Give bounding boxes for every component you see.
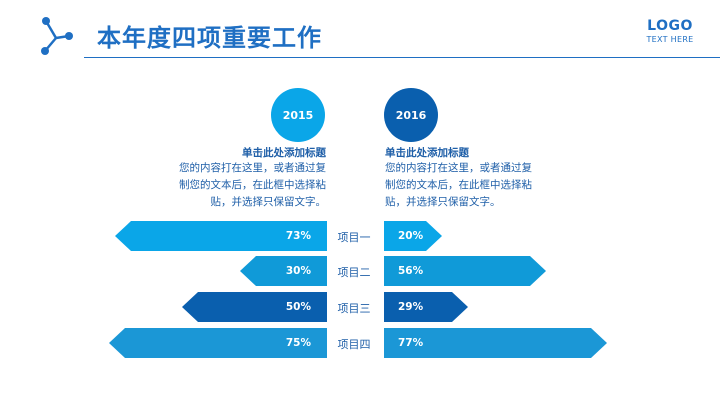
bar-value: 73% <box>285 230 311 242</box>
bar-right-row-3: 29% <box>384 292 468 322</box>
description-line: 制您的文本后，在此框中选择粘 <box>385 179 532 191</box>
bar-value: 30% <box>285 265 311 277</box>
bar-left-row-2: 30% <box>240 256 327 286</box>
bar-left-row-1: 73% <box>115 221 327 251</box>
description-line: 您的内容打在这里，或者通过复 <box>179 162 326 174</box>
year-label-2016: 2016 <box>395 108 427 122</box>
description-2015: 单击此处添加标题 您的内容打在这里，或者通过复 制您的文本后，在此框中选择粘 贴… <box>150 145 326 211</box>
row-label-1: 项目一 <box>337 231 371 244</box>
bar-right-row-4: 77% <box>384 328 607 358</box>
row-label-2: 项目二 <box>337 266 371 279</box>
description-line: 贴，并选择只保留文字。 <box>385 196 501 208</box>
description-line: 贴，并选择只保留文字。 <box>210 196 327 208</box>
header-divider <box>84 57 720 58</box>
bar-right-row-1: 20% <box>384 221 442 251</box>
bar-right-row-2: 56% <box>384 256 546 286</box>
description-body-2016[interactable]: 您的内容打在这里，或者通过复 制您的文本后，在此框中选择粘 贴，并选择只保留文字… <box>385 160 561 211</box>
bar-left-row-4: 75% <box>109 328 327 358</box>
bar-value: 56% <box>398 265 424 277</box>
year-circle-2016: 2016 <box>384 88 438 142</box>
bar-value: 77% <box>398 337 424 349</box>
bar-value: 50% <box>285 301 311 313</box>
bar-value: 29% <box>398 301 424 313</box>
description-line: 制您的文本后，在此框中选择粘 <box>179 179 326 191</box>
page-title: 本年度四项重要工作 <box>97 24 322 52</box>
logo: LOGO TEXT HERE <box>640 18 700 46</box>
description-body-2015[interactable]: 您的内容打在这里，或者通过复 制您的文本后，在此框中选择粘 贴，并选择只保留文字… <box>150 160 326 211</box>
bar-left-row-3: 50% <box>182 292 327 322</box>
logo-text: LOGO <box>647 18 693 34</box>
description-title-2015[interactable]: 单击此处添加标题 <box>242 147 326 159</box>
bar-value: 20% <box>398 230 424 242</box>
logo-subtext: TEXT HERE <box>646 35 694 44</box>
year-label-2015: 2015 <box>282 108 314 122</box>
bar-value: 75% <box>285 337 311 349</box>
connection-nodes-icon <box>41 17 73 55</box>
row-label-3: 项目三 <box>337 302 371 315</box>
year-circle-2015: 2015 <box>271 88 325 142</box>
description-title-2016[interactable]: 单击此处添加标题 <box>385 147 469 159</box>
description-2016: 单击此处添加标题 您的内容打在这里，或者通过复 制您的文本后，在此框中选择粘 贴… <box>385 145 561 211</box>
description-line: 您的内容打在这里，或者通过复 <box>385 162 532 174</box>
row-label-4: 项目四 <box>337 338 371 351</box>
